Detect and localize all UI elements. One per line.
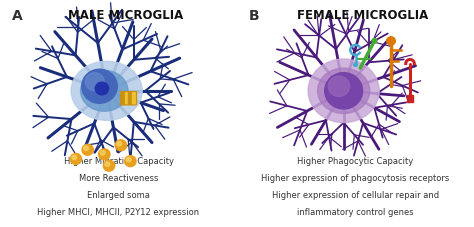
Ellipse shape (71, 61, 142, 120)
Circle shape (372, 39, 377, 43)
Bar (125, 92, 128, 104)
Text: Higher MHCI, MHCII, P2Y12 expression: Higher MHCI, MHCII, P2Y12 expression (37, 208, 200, 217)
Text: Enlarged soma: Enlarged soma (87, 191, 150, 200)
Circle shape (115, 140, 127, 151)
Text: Higher expression of cellular repair and: Higher expression of cellular repair and (272, 191, 439, 200)
Circle shape (85, 73, 104, 91)
Text: MALE MICROGLIA: MALE MICROGLIA (68, 9, 183, 22)
Circle shape (95, 82, 109, 95)
Text: FEMALE MICROGLIA: FEMALE MICROGLIA (297, 9, 428, 22)
Bar (128, 92, 132, 104)
Ellipse shape (308, 59, 379, 123)
Ellipse shape (81, 70, 128, 111)
Circle shape (328, 76, 349, 96)
Circle shape (125, 156, 136, 167)
Circle shape (99, 149, 110, 160)
Text: Higher expression of phagocytosis receptors: Higher expression of phagocytosis recept… (261, 174, 450, 183)
Ellipse shape (318, 68, 370, 114)
FancyBboxPatch shape (407, 95, 413, 102)
Circle shape (105, 162, 110, 166)
Bar (132, 92, 136, 104)
Circle shape (70, 153, 82, 164)
Circle shape (72, 155, 76, 160)
Text: Higher Phagocytic Capacity: Higher Phagocytic Capacity (297, 157, 414, 166)
Circle shape (387, 37, 395, 45)
Circle shape (354, 63, 357, 67)
Text: A: A (12, 9, 23, 23)
Circle shape (325, 73, 363, 109)
Bar (121, 92, 124, 104)
Text: inflammatory control genes: inflammatory control genes (297, 208, 414, 217)
Text: Higher Migration Capacity: Higher Migration Capacity (64, 157, 173, 166)
Circle shape (103, 160, 115, 171)
Circle shape (82, 69, 117, 103)
Circle shape (126, 157, 131, 162)
Circle shape (82, 144, 93, 155)
Circle shape (83, 146, 88, 151)
Text: More Reactiveness: More Reactiveness (79, 174, 158, 183)
Circle shape (100, 151, 105, 155)
Text: B: B (249, 9, 259, 23)
Circle shape (117, 141, 121, 146)
